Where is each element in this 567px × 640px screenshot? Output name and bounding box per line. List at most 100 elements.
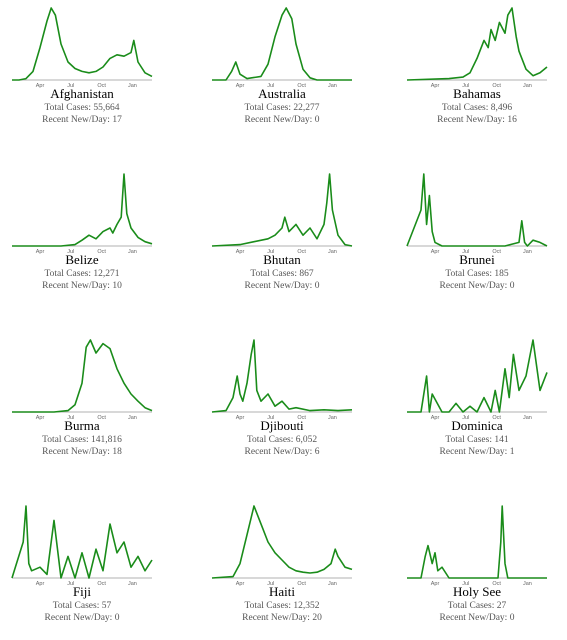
- tick-label: Jul: [267, 415, 274, 421]
- total-cases-label: Total Cases: 55,664: [44, 103, 120, 113]
- tick-label: Apr: [236, 83, 245, 89]
- recent-new-per-day-label: Recent New/Day: 18: [42, 447, 122, 457]
- tick-label: Jul: [462, 581, 469, 587]
- total-cases-label: Total Cases: 141,816: [42, 435, 122, 445]
- recent-new-per-day-label: Recent New/Day: 0: [44, 613, 120, 623]
- tick-label: Jul: [462, 83, 469, 89]
- tick-label: Jul: [267, 249, 274, 255]
- total-cases-label: Total Cases: 867: [250, 269, 314, 279]
- tick-label: Oct: [97, 83, 106, 89]
- series-line: [212, 7, 352, 81]
- line-chart: Apr Jul Oct Jan: [12, 339, 153, 421]
- line-chart: Apr Jul Oct Jan: [11, 505, 153, 587]
- total-cases-label: Total Cases: 141: [445, 435, 509, 445]
- tick-label: Apr: [431, 249, 440, 255]
- series-line: [407, 505, 547, 579]
- chart-panel-fiji: Apr Jul Oct Jan Fiji Total Cases: 57 Recent Ne…: [7, 500, 157, 625]
- country-name: Djibouti: [260, 418, 304, 433]
- total-cases-label: Total Cases: 8,496: [441, 103, 513, 113]
- chart-panel-afghanistan: Apr Jul Oct Jan Afghanistan Total Cases: 55,6…: [7, 2, 157, 127]
- tick-label: Oct: [297, 415, 306, 421]
- tick-label: Jul: [267, 581, 274, 587]
- chart-panel-bhutan: Apr Jul Oct Jan Bhutan Total Cases: 867 Recent…: [207, 168, 357, 293]
- line-chart: Apr Jul Oct Jan: [12, 7, 153, 89]
- series-line: [211, 505, 353, 579]
- total-cases-label: Total Cases: 12,352: [244, 601, 320, 611]
- tick-label: Apr: [236, 415, 245, 421]
- tick-label: Jul: [67, 249, 74, 255]
- recent-new-per-day-label: Recent New/Day: 0: [244, 115, 320, 125]
- tick-label: Apr: [431, 415, 440, 421]
- tick-label: Jan: [128, 83, 137, 89]
- series-line: [406, 173, 548, 247]
- recent-new-per-day-label: Recent New/Day: 0: [439, 613, 515, 623]
- line-chart: Apr Jul Oct Jan: [211, 339, 353, 421]
- series-line: [406, 7, 548, 81]
- series-line: [407, 339, 548, 413]
- chart-panel-burma: Apr Jul Oct Jan Burma Total Cases: 141,816 Rec…: [7, 334, 157, 459]
- total-cases-label: Total Cases: 57: [52, 601, 112, 611]
- tick-label: Apr: [236, 581, 245, 587]
- line-chart: Apr Jul Oct Jan: [407, 339, 548, 421]
- tick-label: Oct: [492, 581, 501, 587]
- series-line: [12, 339, 153, 413]
- chart-panel-holy-see: Apr Jul Oct Jan Holy See Total Cases: 27 Recen…: [402, 500, 552, 625]
- chart-panel-australia: Apr Jul Oct Jan Australia Total Cases: 22,277…: [207, 2, 357, 127]
- series-line: [211, 173, 353, 247]
- country-name: Brunei: [459, 252, 495, 267]
- tick-label: Jan: [328, 83, 337, 89]
- country-name: Dominica: [451, 418, 503, 433]
- tick-label: Jan: [328, 249, 337, 255]
- country-name: Burma: [64, 418, 100, 433]
- series-line: [12, 173, 153, 247]
- recent-new-per-day-label: Recent New/Day: 0: [439, 281, 515, 291]
- country-name: Bhutan: [263, 252, 301, 267]
- tick-label: Apr: [36, 581, 45, 587]
- tick-label: Apr: [236, 249, 245, 255]
- tick-label: Jan: [523, 581, 532, 587]
- tick-label: Jul: [462, 415, 469, 421]
- tick-label: Oct: [297, 249, 306, 255]
- series-line: [12, 7, 153, 81]
- country-name: Bahamas: [453, 86, 501, 101]
- chart-panel-bahamas: Apr Jul Oct Jan Bahamas Total Cases: 8,496 Rec…: [402, 2, 552, 127]
- tick-label: Jul: [67, 415, 74, 421]
- tick-label: Apr: [431, 83, 440, 89]
- chart-panel-haiti: Apr Jul Oct Jan Haiti Total Cases: 12,352 Rece…: [207, 500, 357, 625]
- tick-label: Oct: [297, 581, 306, 587]
- chart-panel-belize: Apr Jul Oct Jan Belize Total Cases: 12,271 Rec…: [7, 168, 157, 293]
- tick-label: Apr: [36, 83, 45, 89]
- country-name: Afghanistan: [50, 86, 114, 101]
- tick-label: Jan: [328, 415, 337, 421]
- line-chart: Apr Jul Oct Jan: [12, 173, 153, 255]
- tick-label: Jul: [462, 249, 469, 255]
- line-chart: Apr Jul Oct Jan: [407, 505, 547, 587]
- tick-label: Jan: [523, 249, 532, 255]
- tick-label: Oct: [492, 249, 501, 255]
- recent-new-per-day-label: Recent New/Day: 16: [437, 115, 517, 125]
- total-cases-label: Total Cases: 12,271: [44, 269, 120, 279]
- total-cases-label: Total Cases: 27: [447, 601, 507, 611]
- tick-label: Oct: [492, 415, 501, 421]
- line-chart: Apr Jul Oct Jan: [211, 505, 353, 587]
- chart-panel-djibouti: Apr Jul Oct Jan Djibouti Total Cases: 6,052 Re…: [207, 334, 357, 459]
- tick-label: Apr: [431, 581, 440, 587]
- tick-label: Oct: [97, 581, 106, 587]
- series-line: [211, 339, 353, 413]
- country-name: Holy See: [452, 584, 502, 599]
- chart-panel-dominica: Apr Jul Oct Jan Dominica Total Cases: 141 Rece…: [402, 334, 552, 459]
- tick-label: Oct: [492, 83, 501, 89]
- chart-panel-brunei: Apr Jul Oct Jan Brunei Total Cases: 185 Recent…: [402, 168, 552, 293]
- line-chart: Apr Jul Oct Jan: [211, 173, 353, 255]
- recent-new-per-day-label: Recent New/Day: 1: [439, 447, 515, 457]
- total-cases-label: Total Cases: 185: [445, 269, 509, 279]
- tick-label: Oct: [297, 83, 306, 89]
- line-chart: Apr Jul Oct Jan: [406, 7, 548, 89]
- country-name: Belize: [65, 252, 99, 267]
- line-chart: Apr Jul Oct Jan: [406, 173, 548, 255]
- tick-label: Jan: [523, 415, 532, 421]
- country-name: Fiji: [72, 584, 92, 599]
- tick-label: Jan: [128, 249, 137, 255]
- recent-new-per-day-label: Recent New/Day: 20: [242, 613, 322, 623]
- tick-label: Oct: [97, 415, 106, 421]
